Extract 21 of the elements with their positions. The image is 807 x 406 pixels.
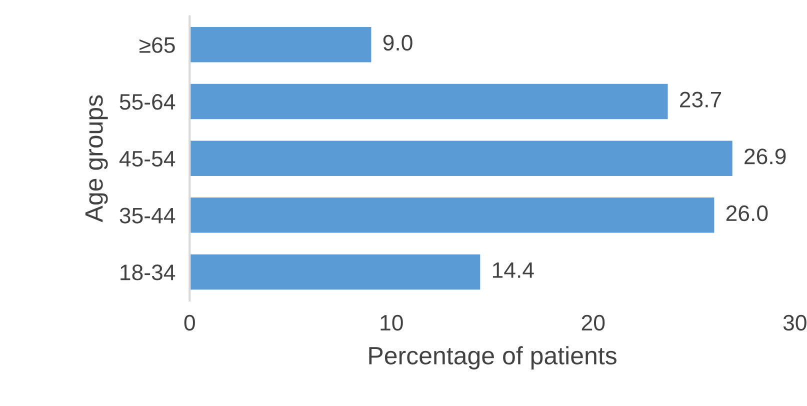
y-tick-label: ≥65 — [140, 37, 175, 53]
y-tick-label: 35-44 — [120, 208, 176, 224]
x-tick-label: 10 — [380, 314, 403, 331]
y-axis-title: Age groups — [85, 95, 108, 222]
y-tick-label: 18-34 — [120, 264, 176, 280]
data-label: 23.7 — [680, 92, 722, 108]
x-tick-label: 30 — [783, 314, 806, 331]
y-tick-label: 45-54 — [119, 151, 176, 167]
bar — [190, 254, 480, 290]
bar — [190, 27, 372, 62]
x-tick-label: 0 — [184, 314, 195, 331]
bar — [190, 198, 714, 233]
y-tick-label: 55-64 — [120, 94, 176, 110]
bar — [190, 140, 732, 176]
x-tick-label: 20 — [582, 314, 605, 331]
bar — [190, 84, 668, 120]
x-axis-title: Percentage of patients — [369, 346, 616, 370]
data-label: 26.9 — [744, 148, 786, 164]
data-label: 26.0 — [726, 205, 768, 222]
data-label: 14.4 — [492, 262, 534, 278]
data-label: 9.0 — [383, 34, 412, 51]
